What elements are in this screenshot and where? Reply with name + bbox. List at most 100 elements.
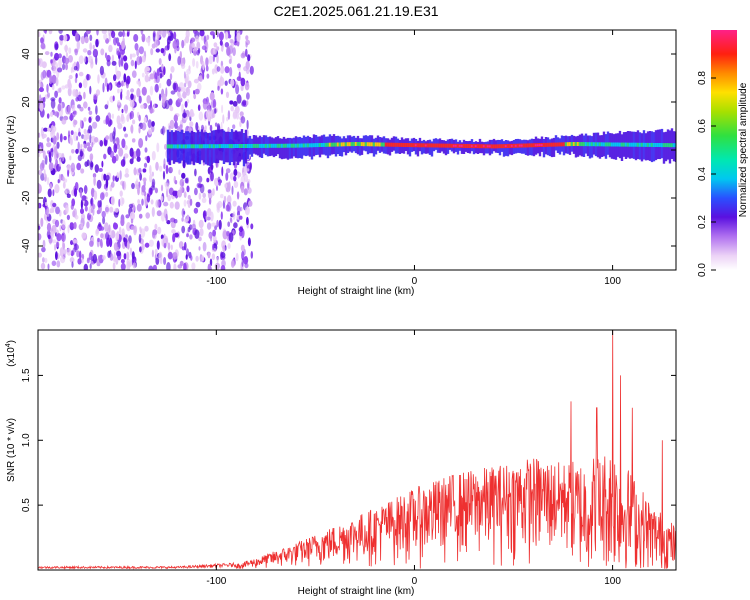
noise-speck <box>168 32 171 37</box>
noise-speck <box>139 56 143 65</box>
band-peak <box>534 144 538 147</box>
band-core <box>608 142 612 147</box>
noise-speck <box>41 246 46 253</box>
band-core <box>406 143 410 147</box>
noise-speck <box>158 83 162 89</box>
noise-speck <box>66 248 72 256</box>
noise-speck <box>111 60 117 66</box>
noise-speck <box>59 224 62 232</box>
band-outer <box>310 137 314 160</box>
band-core <box>526 143 530 148</box>
spectrogram-ticks: -100 0 100 -40 -20 0 20 40 <box>21 30 676 287</box>
noise-speck <box>138 233 142 244</box>
noise-speck <box>88 206 92 215</box>
noise-speck <box>216 31 219 38</box>
noise-speck <box>100 192 105 201</box>
band-core <box>466 144 470 148</box>
noise-speck <box>87 129 91 134</box>
noise-speck <box>145 135 148 142</box>
noise-speck <box>123 62 129 71</box>
noise-speck <box>219 76 225 86</box>
band-core <box>174 144 178 149</box>
noise-speck <box>244 255 248 263</box>
noise-speck <box>118 147 124 157</box>
noise-speck <box>208 197 212 205</box>
noise-speck <box>237 171 240 179</box>
noise-speck <box>226 195 232 204</box>
band-core <box>544 142 548 147</box>
noise-speck <box>200 55 204 65</box>
noise-speck <box>247 237 251 247</box>
band-core <box>484 144 488 149</box>
noise-speck <box>204 125 207 131</box>
noise-speck <box>227 221 231 227</box>
noise-speck <box>205 109 211 120</box>
band-core <box>348 142 352 147</box>
band-peak <box>424 144 428 147</box>
noise-speck <box>178 94 182 100</box>
noise-speck <box>121 80 124 87</box>
band-core <box>306 143 310 148</box>
band-outer <box>510 140 514 156</box>
noise-speck <box>149 173 153 183</box>
noise-speck <box>108 32 111 42</box>
noise-speck <box>216 54 219 64</box>
spectrogram-xtick-label: -100 <box>206 276 226 287</box>
band-outer <box>204 132 208 165</box>
noise-speck <box>44 51 50 56</box>
spectrogram-ytick-label: 40 <box>21 48 32 60</box>
noise-speck <box>193 93 197 100</box>
noise-speck <box>208 233 212 240</box>
band-core <box>374 142 378 147</box>
noise-speck <box>193 30 198 35</box>
colorbar-ticks: 0.0 0.2 0.4 0.6 0.8 <box>697 71 716 277</box>
noise-speck <box>58 30 63 34</box>
band-outer <box>344 138 348 156</box>
noise-speck <box>220 252 226 259</box>
colorbar-tick-label: 0.4 <box>697 167 708 181</box>
noise-speck <box>227 243 231 249</box>
noise-speck <box>167 194 172 202</box>
noise-speck <box>54 90 58 99</box>
noise-speck <box>149 85 154 96</box>
noise-speck <box>246 179 251 184</box>
noise-speck <box>193 46 198 52</box>
noise-speck <box>166 262 171 270</box>
noise-speck <box>244 206 250 216</box>
noise-speck <box>87 106 91 111</box>
band-core <box>570 142 574 147</box>
band-outer <box>574 136 578 158</box>
noise-speck <box>120 218 125 227</box>
noise-speck <box>98 222 102 228</box>
noise-speck <box>135 148 141 158</box>
band-core <box>594 142 598 147</box>
noise-speck <box>99 226 105 231</box>
band-outer <box>532 139 536 157</box>
band-core <box>292 143 296 148</box>
noise-speck <box>123 253 127 260</box>
noise-speck <box>246 100 249 106</box>
noise-speck <box>229 217 232 222</box>
noise-speck <box>207 208 212 217</box>
noise-speck <box>182 112 187 118</box>
band-core <box>366 142 370 147</box>
noise-speck <box>116 230 120 241</box>
colorbar-tick-label: 0.2 <box>697 215 708 229</box>
noise-speck <box>120 91 123 101</box>
noise-speck <box>108 44 113 53</box>
noise-speck <box>152 264 157 270</box>
noise-speck <box>60 256 66 264</box>
band-outer <box>288 137 292 159</box>
noise-speck <box>210 171 214 182</box>
noise-speck <box>46 177 50 185</box>
band-core <box>410 143 414 148</box>
band-core <box>210 144 214 149</box>
noise-speck <box>146 193 151 203</box>
band-core <box>356 142 360 146</box>
band-core <box>442 143 446 148</box>
band-core <box>344 142 348 147</box>
noise-speck <box>118 198 121 208</box>
band-core <box>438 143 442 148</box>
noise-speck <box>179 124 183 130</box>
noise-speck <box>73 119 78 125</box>
